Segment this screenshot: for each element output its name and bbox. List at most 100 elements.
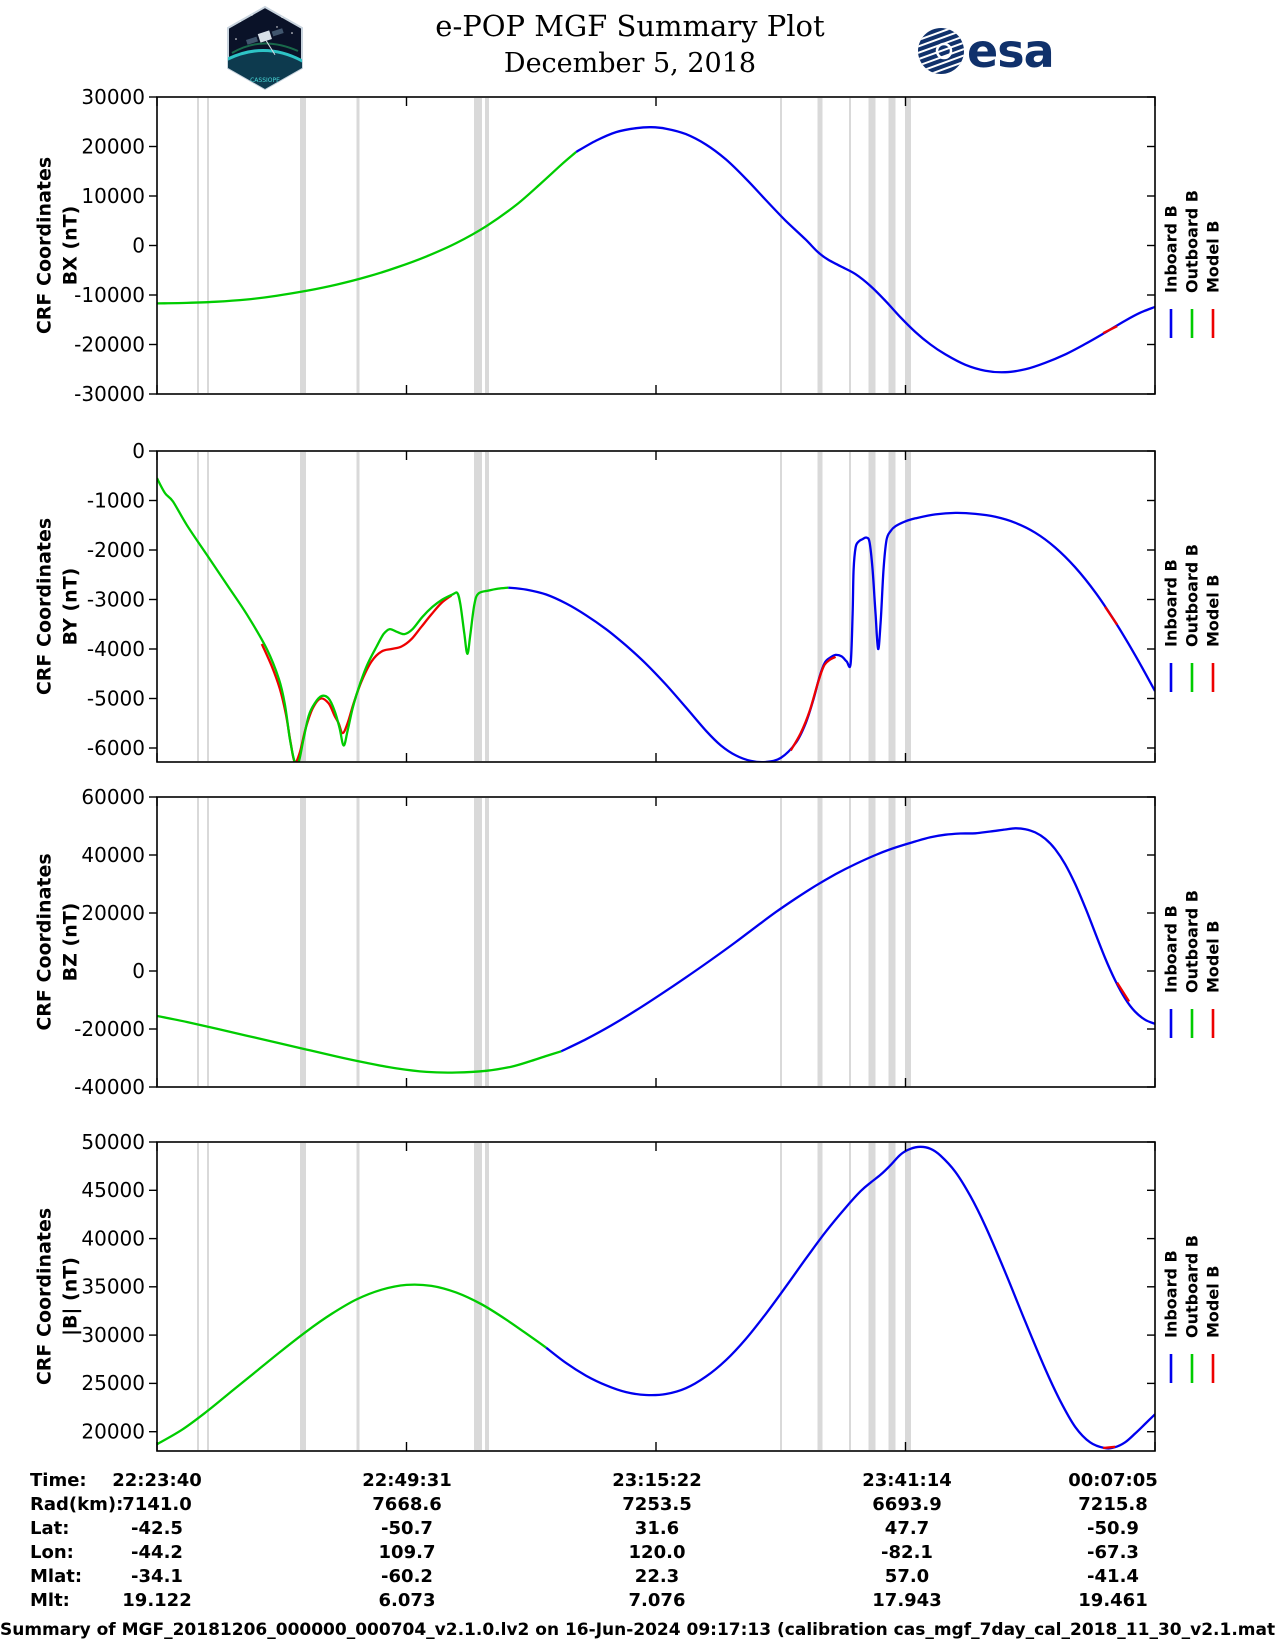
y-tick-label: -4000: [87, 637, 145, 661]
legend-label: Inboard B: [1161, 205, 1180, 293]
row-label: Lat:: [30, 1518, 70, 1539]
curve-outboard-b: [157, 151, 577, 305]
data-gap-band: [817, 798, 823, 1086]
panel-bx: 30000 20000 10000 0 -10000 -20000 -30000 CRF Co…: [33, 85, 1222, 406]
lon-value: -82.1: [881, 1542, 933, 1563]
curve-inboard-b: [560, 827, 1155, 1053]
y-tick-label: -10000: [74, 283, 145, 307]
data-gap-band: [197, 798, 199, 1086]
mlt-value: 19.122: [122, 1590, 192, 1611]
lon-value: -44.2: [131, 1542, 183, 1563]
y-axis-title: BY (nT): [59, 568, 81, 646]
time-value: 22:23:40: [112, 1470, 202, 1491]
data-gap-band: [905, 798, 911, 1086]
panel-frame: [156, 796, 1156, 1088]
panel-bz: 60000 40000 20000 0 -20000 -40000 CRF Coordina…: [33, 785, 1222, 1099]
y-axis-title: BZ (nT): [59, 903, 81, 982]
data-gap-band: [849, 98, 851, 393]
curve-inboard-b: [575, 126, 1155, 374]
data-gap-band: [817, 98, 823, 393]
y-tick-label: 0: [132, 233, 145, 257]
y-tick-label: -20000: [74, 332, 145, 356]
data-gap-band: [888, 452, 896, 761]
data-gap-band: [207, 98, 209, 393]
mlt-value: 7.076: [628, 1590, 686, 1611]
table-row-mlat: Mlat: -34.1 -60.2 22.3 57.0 -41.4: [0, 1566, 1275, 1590]
esa-wordmark: esa: [967, 24, 1055, 78]
y-tick-label: 30000: [81, 85, 145, 109]
plot-title: e-POP MGF Summary Plot: [435, 9, 825, 43]
data-gap-band: [888, 1143, 896, 1450]
time-value: 00:07:05: [1068, 1470, 1158, 1491]
mlt-value: 6.073: [378, 1590, 436, 1611]
data-gap-band: [356, 798, 360, 1086]
y-tick-label: 20000: [81, 1420, 145, 1444]
data-gap-band: [849, 798, 851, 1086]
curve-model-b: [789, 655, 837, 752]
time-value: 22:49:31: [362, 1470, 452, 1491]
curve-outboard-b: [157, 1014, 562, 1074]
row-label: Mlt:: [30, 1590, 70, 1611]
rad-value: 6693.9: [872, 1494, 942, 1515]
y-tick-label: -30000: [74, 382, 145, 406]
lon-value: -67.3: [1087, 1542, 1139, 1563]
patch-label: CASSIOPE: [250, 77, 280, 84]
data-gap-band: [197, 98, 199, 393]
data-gap-band: [905, 98, 911, 393]
patch-horizon: [228, 49, 302, 65]
data-gap-band: [485, 452, 489, 761]
data-gap-band: [356, 98, 360, 393]
data-gap-band: [780, 1143, 782, 1450]
lon-value: 120.0: [628, 1542, 686, 1563]
y-tick-label: -5000: [87, 686, 145, 710]
data-gap-band: [868, 98, 876, 393]
y-tick-label: -3000: [87, 587, 145, 611]
curve-model-b: [1102, 325, 1118, 335]
data-gap-band: [300, 98, 306, 393]
rad-value: 7253.5: [622, 1494, 692, 1515]
row-label: Time:: [30, 1470, 87, 1491]
y-tick-label: -20000: [74, 1017, 145, 1041]
data-gap-band: [485, 1143, 489, 1450]
curve-model-b: [1104, 606, 1119, 626]
data-gap-band: [474, 98, 482, 393]
lat-value: 31.6: [634, 1518, 680, 1539]
data-gap-band: [888, 98, 896, 393]
data-gap-band: [207, 1143, 209, 1450]
mlat-value: -34.1: [131, 1566, 183, 1587]
y-axis-title: CRF Coordinates: [33, 1208, 55, 1385]
y-tick-label: -2000: [87, 538, 145, 562]
lon-value: 109.7: [378, 1542, 436, 1563]
data-gap-band: [817, 1143, 823, 1450]
curve-model-b: [1116, 981, 1131, 1003]
panel-frame: [156, 96, 1156, 395]
data-gap-band: [780, 452, 782, 761]
plot-date: December 5, 2018: [503, 48, 757, 80]
curve-inboard-b: [508, 511, 1155, 762]
data-gap-band: [868, 798, 876, 1086]
curve-outboard-b: [157, 1283, 547, 1446]
y-tick-label: -6000: [87, 736, 145, 760]
data-gap-band: [817, 452, 823, 761]
panel-frame: [156, 1141, 1156, 1452]
rad-value: 7141.0: [122, 1494, 192, 1515]
panel-btot: 50000 45000 40000 35000 30000 25000 20000 CRF C…: [33, 1130, 1222, 1452]
y-tick-label: 60000: [81, 785, 145, 809]
table-row-mlt: Mlt: 19.122 6.073 7.076 17.943 19.461: [0, 1590, 1275, 1614]
mlt-value: 17.943: [872, 1590, 942, 1611]
y-tick-label: 40000: [81, 1226, 145, 1250]
y-axis-title: CRF Coordinates: [33, 157, 55, 334]
y-tick-label: 50000: [81, 1130, 145, 1154]
data-gap-band: [849, 1143, 851, 1450]
y-tick-label: 45000: [81, 1178, 145, 1202]
table-row-time: Time: 22:23:40 22:49:31 23:15:22 23:41:1…: [0, 1470, 1275, 1494]
legend-label: Inboard B: [1161, 1250, 1180, 1338]
legend-label: Inboard B: [1161, 905, 1180, 993]
legend-label: Outboard B: [1182, 890, 1201, 993]
row-label: Lon:: [30, 1542, 74, 1563]
y-tick-label: 20000: [81, 901, 145, 925]
data-gap-band: [207, 798, 209, 1086]
plot-header: e-POP MGF Summary Plot December 5, 2018: [240, 9, 1020, 80]
legend-label: Outboard B: [1182, 190, 1201, 293]
